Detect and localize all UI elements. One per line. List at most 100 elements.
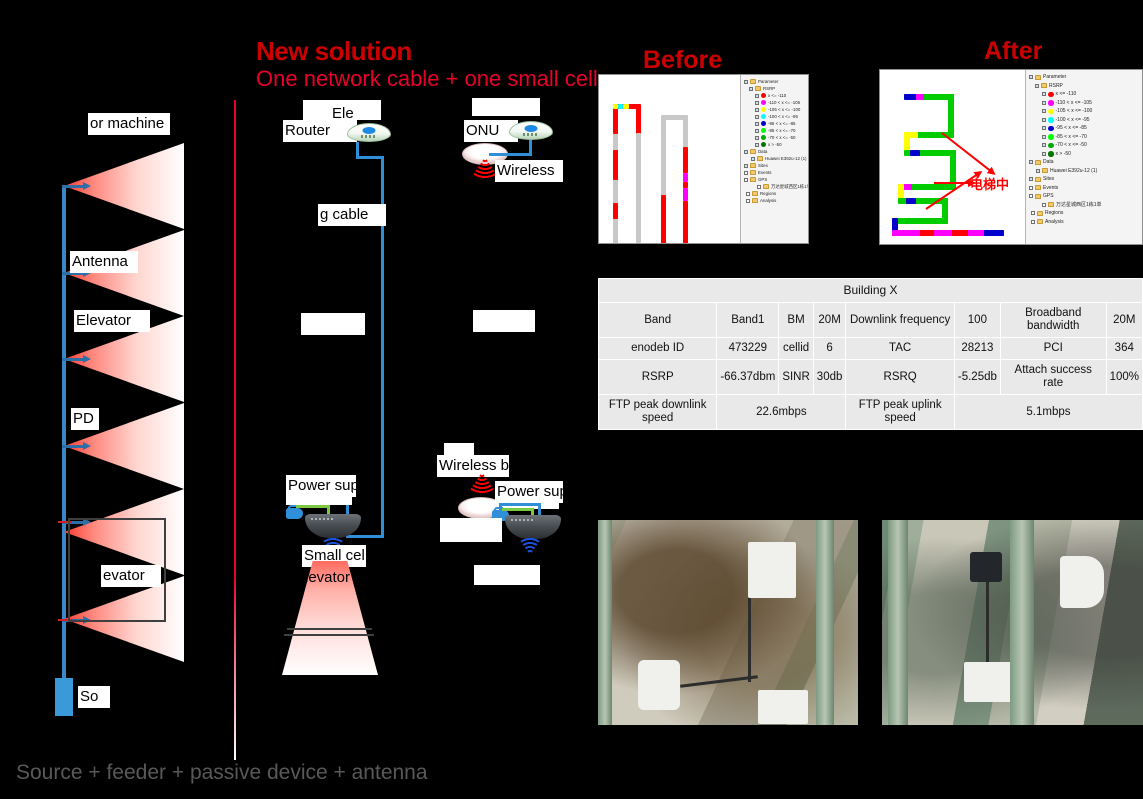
checkbox-icon[interactable]	[755, 142, 759, 147]
tree-node[interactable]: Sites	[744, 162, 806, 169]
checkbox-icon[interactable]	[1035, 83, 1039, 88]
checkbox-icon[interactable]	[1042, 202, 1046, 207]
folder-icon	[1035, 185, 1041, 191]
table-cell: RSRQ	[845, 359, 955, 395]
legend-item[interactable]: x <= -110	[755, 92, 806, 99]
tree-node[interactable]: Sites	[1029, 175, 1140, 184]
checkbox-icon[interactable]	[1029, 160, 1033, 165]
after-drive-test-screenshot: 电梯中 Parameter RSRP x <= -110 -110 < x <= …	[879, 69, 1143, 245]
legend-item[interactable]: -85 < x <= -70	[755, 127, 806, 134]
checkbox-icon[interactable]	[1042, 151, 1046, 156]
checkbox-icon[interactable]	[755, 93, 759, 98]
checkbox-icon[interactable]	[755, 128, 759, 133]
legend-item[interactable]: -105 < x <= -100	[755, 106, 806, 113]
folder-icon	[1037, 210, 1043, 216]
legend-item[interactable]: -105 < x <= -100	[1042, 107, 1140, 116]
tree-node[interactable]: Huawei E392u-12 (1)	[1029, 167, 1140, 176]
checkbox-icon[interactable]	[757, 184, 761, 189]
power-wire	[502, 508, 534, 511]
checkbox-icon[interactable]	[751, 156, 755, 161]
tree-node-parameter[interactable]: Parameter	[1029, 73, 1140, 82]
checkbox-icon[interactable]	[1029, 177, 1033, 182]
checkbox-icon[interactable]	[755, 114, 759, 119]
legend-item[interactable]: -95 < x <= -85	[755, 120, 806, 127]
legend-color-dot	[761, 142, 766, 147]
checkbox-icon[interactable]	[1036, 168, 1040, 173]
tree-node[interactable]: Data	[744, 148, 806, 155]
legend-color-dot	[1048, 125, 1054, 131]
tree-node[interactable]: 万达星城西区1栋1单	[744, 183, 808, 190]
feed-arrow	[62, 269, 91, 277]
legend-label: x <= -110	[1055, 91, 1077, 97]
tree-node[interactable]: GPS	[744, 176, 806, 183]
tree-node-parameter[interactable]: Parameter	[744, 78, 806, 85]
checkbox-icon[interactable]	[744, 149, 748, 154]
legend-item[interactable]: x > -50	[755, 141, 806, 148]
legend-item[interactable]: -95 < x <= -85	[1042, 124, 1140, 133]
legend-item[interactable]: -70 < x <= -50	[1042, 141, 1140, 150]
legend-item[interactable]: x <= -110	[1042, 90, 1140, 99]
legend-item[interactable]: -100 < x <= -95	[1042, 116, 1140, 125]
legend-label: -70 < x <= -50	[768, 135, 796, 140]
legend-label: x <= -110	[768, 93, 787, 98]
table-cell: enodeb ID	[597, 337, 718, 360]
checkbox-icon[interactable]	[1042, 126, 1046, 131]
checkbox-icon[interactable]	[744, 79, 748, 84]
legend-item[interactable]: -100 < x <= -95	[755, 113, 806, 120]
tree-node[interactable]: Regions	[1029, 209, 1140, 218]
checkbox-icon[interactable]	[744, 163, 748, 168]
checkbox-icon[interactable]	[755, 107, 759, 112]
legend-item[interactable]: -110 < x <= -105	[1042, 99, 1140, 108]
tree-node[interactable]: Events	[1029, 184, 1140, 193]
tree-node[interactable]: Analysis	[1029, 218, 1140, 227]
feed-arrow-red	[58, 619, 72, 621]
tree-node[interactable]: Analysis	[744, 197, 806, 204]
checkbox-icon[interactable]	[1042, 100, 1046, 105]
legend-item[interactable]: x > -50	[1042, 150, 1140, 159]
checkbox-icon[interactable]	[755, 121, 759, 126]
legend-item[interactable]: -110 < x <= -105	[755, 99, 806, 106]
checkbox-icon[interactable]	[1042, 92, 1046, 97]
tree-node[interactable]: Events	[744, 169, 806, 176]
checkbox-icon[interactable]	[1031, 219, 1035, 224]
checkbox-icon[interactable]	[744, 170, 748, 175]
tree-node[interactable]: 万达星城西区1栋1单	[1029, 201, 1140, 210]
folder-icon	[1037, 219, 1043, 225]
checkbox-icon[interactable]	[755, 100, 759, 105]
tree-node-rsrp[interactable]: RSRP	[744, 85, 806, 92]
checkbox-icon[interactable]	[1031, 211, 1035, 216]
checkbox-icon[interactable]	[1042, 109, 1046, 114]
checkbox-icon[interactable]	[1029, 185, 1033, 190]
tree-label: Sites	[1043, 176, 1055, 182]
tree-label: GPS	[1043, 193, 1054, 199]
legend-list: x <= -110 -110 < x <= -105 -105 < x <= -10…	[1029, 90, 1140, 158]
table-cell: 22.6mbps	[716, 394, 847, 430]
tree-node[interactable]: Data	[1029, 158, 1140, 167]
tree-node[interactable]: Regions	[744, 190, 806, 197]
bridge-cable	[499, 503, 541, 506]
checkbox-icon[interactable]	[1042, 117, 1046, 122]
route-segment	[904, 94, 916, 100]
checkbox-icon[interactable]	[744, 177, 748, 182]
checkbox-icon[interactable]	[1029, 194, 1033, 199]
folder-icon	[750, 177, 756, 182]
checkbox-icon[interactable]	[749, 86, 753, 91]
checkbox-icon[interactable]	[746, 198, 750, 203]
tree-node[interactable]: GPS	[1029, 192, 1140, 201]
legend-label: -105 < x <= -100	[1055, 108, 1093, 114]
checkbox-icon[interactable]	[755, 135, 759, 140]
tree-node-rsrp[interactable]: RSRP	[1029, 82, 1140, 91]
checkbox-icon[interactable]	[1042, 143, 1046, 148]
route-segment	[613, 108, 618, 134]
tree-node[interactable]: Huawei E392u-12 (1)	[744, 155, 807, 162]
checkbox-icon[interactable]	[746, 191, 750, 196]
checkbox-icon[interactable]	[1042, 134, 1046, 139]
folder-icon	[750, 149, 756, 154]
legend-item[interactable]: -85 < x <= -70	[1042, 133, 1140, 142]
cable	[680, 675, 758, 688]
legend-item[interactable]: -70 < x <= -50	[755, 134, 806, 141]
folder-icon	[1035, 74, 1041, 80]
checkbox-icon[interactable]	[1029, 75, 1033, 80]
legend-color-dot	[761, 107, 766, 112]
